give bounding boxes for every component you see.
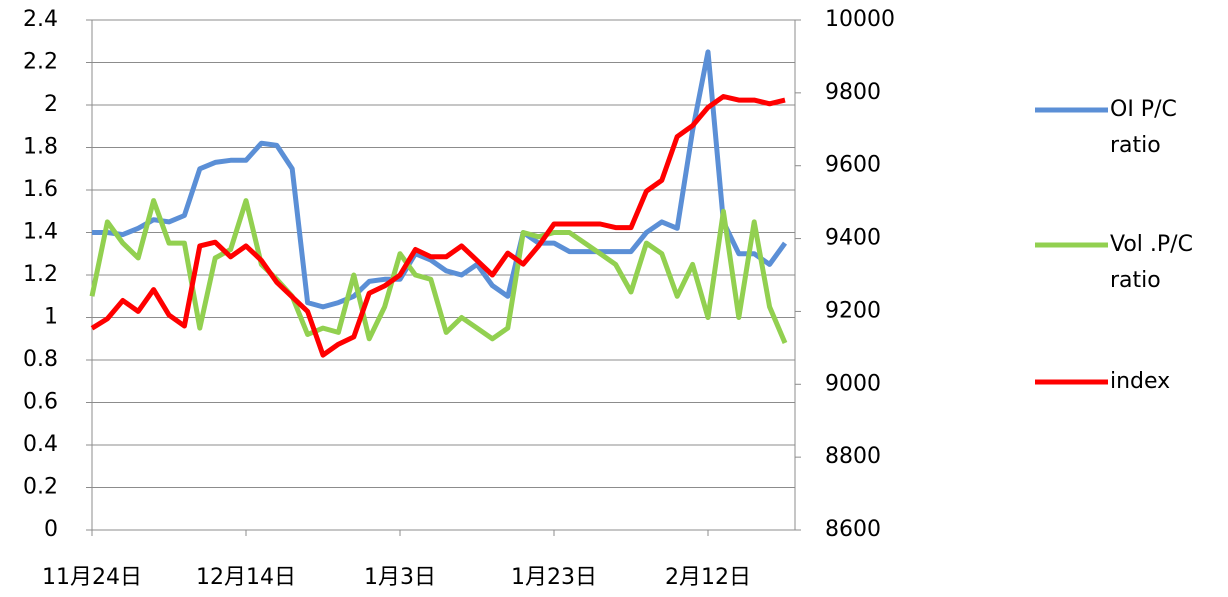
y2-tick-label: 10000 (825, 7, 895, 32)
y-tick-label: 0 (44, 517, 58, 542)
y-tick-label: 1.6 (23, 177, 58, 202)
y2-tick-label: 9400 (825, 226, 881, 251)
y2-tick-label: 9000 (825, 371, 881, 396)
series-line (92, 49, 788, 310)
y2-tick-label: 9200 (825, 298, 881, 323)
y-tick-label: 2.4 (23, 7, 58, 32)
series-line (89, 198, 788, 344)
y-tick-label: 0.2 (23, 475, 58, 500)
x-tick-label: 1月3日 (364, 565, 436, 590)
y-tick-label: 2 (44, 92, 58, 117)
y-tick-label: 1.2 (23, 262, 58, 287)
y-tick-label: 0.4 (23, 432, 58, 457)
legend-label: index (1110, 369, 1171, 394)
series-line (90, 94, 786, 358)
y-tick-label: 0.8 (23, 347, 58, 372)
y-tick-label: 1 (44, 305, 58, 330)
y-tick-label: 0.6 (23, 390, 58, 415)
y2-tick-label: 9800 (825, 80, 881, 105)
x-tick-label: 12月14日 (196, 565, 296, 590)
x-tick-label: 1月23日 (511, 565, 597, 590)
y-tick-label: 2.2 (23, 50, 58, 75)
y2-tick-label: 8600 (825, 517, 881, 542)
y2-tick-label: 8800 (825, 444, 881, 469)
y2-tick-label: 9600 (825, 153, 881, 178)
legend-label: Vol .P/C ratio (1110, 232, 1193, 293)
y-tick-label: 1.8 (23, 135, 58, 160)
x-tick-label: 2月12日 (665, 565, 751, 590)
x-tick-label: 11月24日 (42, 565, 142, 590)
y-tick-label: 1.4 (23, 220, 58, 245)
legend-label: OI P/C ratio (1110, 97, 1177, 158)
